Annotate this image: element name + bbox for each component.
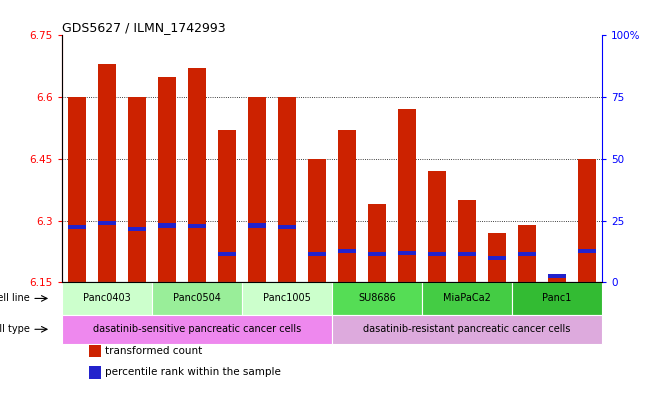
Bar xyxy=(152,282,242,315)
Bar xyxy=(92,282,122,315)
Bar xyxy=(212,282,242,315)
Bar xyxy=(272,282,302,315)
Text: cell type: cell type xyxy=(0,324,29,334)
Bar xyxy=(488,233,506,282)
Bar xyxy=(428,252,446,256)
Bar xyxy=(422,282,452,315)
Bar xyxy=(512,282,602,315)
Bar xyxy=(548,274,566,282)
Bar xyxy=(308,159,326,282)
Bar xyxy=(248,224,266,228)
Bar xyxy=(278,97,296,282)
Bar xyxy=(368,252,386,256)
Bar xyxy=(452,282,482,315)
Text: Panc0504: Panc0504 xyxy=(173,294,221,303)
Bar xyxy=(302,282,332,315)
Bar xyxy=(332,315,602,344)
Bar xyxy=(458,200,476,282)
Bar xyxy=(62,282,152,315)
Bar xyxy=(542,282,572,315)
Text: Panc1: Panc1 xyxy=(542,294,572,303)
Bar xyxy=(248,97,266,282)
Bar xyxy=(152,282,182,315)
Bar xyxy=(308,252,326,256)
Bar xyxy=(398,109,416,282)
Text: dasatinib-resistant pancreatic cancer cells: dasatinib-resistant pancreatic cancer ce… xyxy=(363,324,571,334)
Bar xyxy=(332,282,422,315)
Bar xyxy=(518,225,536,282)
Text: percentile rank within the sample: percentile rank within the sample xyxy=(105,367,281,377)
Bar xyxy=(578,159,596,282)
Text: Panc0403: Panc0403 xyxy=(83,294,131,303)
Bar xyxy=(188,68,206,282)
Bar xyxy=(128,227,146,231)
Bar xyxy=(62,315,332,344)
Bar xyxy=(548,274,566,278)
Bar xyxy=(218,130,236,282)
Text: SU8686: SU8686 xyxy=(358,294,396,303)
Bar xyxy=(89,345,101,357)
Bar xyxy=(338,249,356,253)
Bar xyxy=(422,282,512,315)
Bar xyxy=(398,251,416,255)
Bar xyxy=(158,224,176,228)
Bar xyxy=(278,225,296,229)
Text: dasatinib-sensitive pancreatic cancer cells: dasatinib-sensitive pancreatic cancer ce… xyxy=(93,324,301,334)
Bar xyxy=(242,282,332,315)
Text: GDS5627 / ILMN_1742993: GDS5627 / ILMN_1742993 xyxy=(62,21,225,34)
Bar xyxy=(332,282,362,315)
Bar xyxy=(392,282,422,315)
Bar xyxy=(182,282,212,315)
Bar xyxy=(458,252,476,256)
Bar xyxy=(98,64,116,282)
Bar xyxy=(98,220,116,225)
Bar xyxy=(572,282,602,315)
Bar xyxy=(122,282,152,315)
Text: transformed count: transformed count xyxy=(105,346,202,356)
Bar xyxy=(578,249,596,253)
Text: Panc1005: Panc1005 xyxy=(263,294,311,303)
Bar xyxy=(368,204,386,282)
Bar xyxy=(488,255,506,260)
Bar xyxy=(188,224,206,228)
Bar xyxy=(89,366,101,378)
Bar xyxy=(68,97,86,282)
Bar xyxy=(512,282,542,315)
Bar xyxy=(362,282,392,315)
Bar xyxy=(338,130,356,282)
Bar xyxy=(482,282,512,315)
Bar xyxy=(158,77,176,282)
Bar xyxy=(68,225,86,229)
Text: MiaPaCa2: MiaPaCa2 xyxy=(443,294,491,303)
Text: cell line: cell line xyxy=(0,294,29,303)
Bar xyxy=(428,171,446,282)
Bar xyxy=(218,252,236,256)
Bar xyxy=(128,97,146,282)
Bar xyxy=(518,252,536,256)
Bar xyxy=(242,282,272,315)
Bar xyxy=(62,282,92,315)
